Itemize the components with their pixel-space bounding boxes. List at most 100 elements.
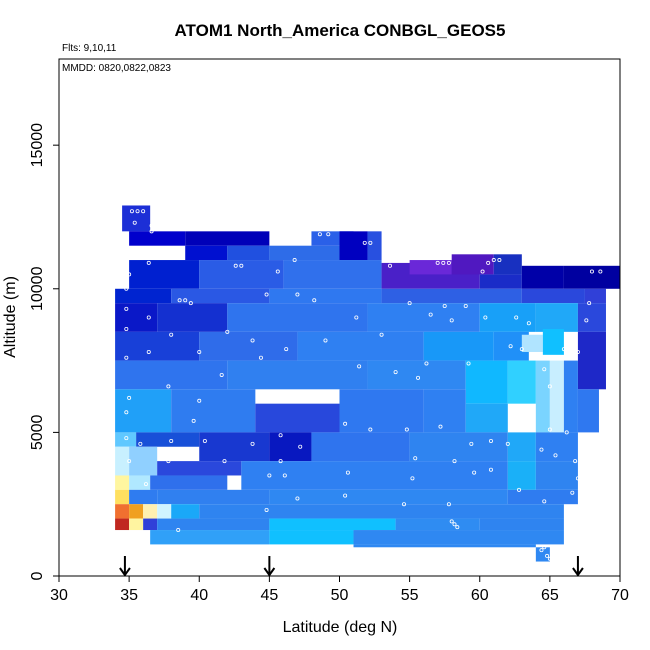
sample-point bbox=[514, 315, 519, 320]
sample-point bbox=[402, 502, 407, 507]
heatmap-cell bbox=[269, 288, 382, 304]
sample-point bbox=[570, 490, 575, 495]
sample-point bbox=[472, 470, 477, 475]
heatmap-cell bbox=[115, 489, 130, 505]
heatmap-cell bbox=[157, 303, 228, 332]
sample-point bbox=[176, 528, 181, 533]
sample-point bbox=[278, 433, 283, 438]
heatmap-cell bbox=[465, 403, 508, 433]
heatmap-cell bbox=[115, 288, 172, 304]
sample-point bbox=[553, 453, 558, 458]
sample-point bbox=[129, 209, 134, 214]
heatmap-cell bbox=[423, 331, 494, 361]
sample-point bbox=[547, 556, 552, 561]
sample-point bbox=[442, 304, 447, 309]
heatmap-cell bbox=[353, 544, 536, 548]
heatmap-cell bbox=[297, 331, 424, 361]
sample-point bbox=[233, 263, 238, 268]
heatmap-cell bbox=[409, 432, 508, 462]
y-tick-label: 0 bbox=[29, 571, 46, 580]
flight-arrow bbox=[572, 556, 584, 577]
heatmap-cell bbox=[185, 231, 270, 246]
sample-point bbox=[295, 292, 300, 297]
sample-point bbox=[166, 459, 171, 464]
sample-point bbox=[284, 347, 289, 352]
heatmap-cell bbox=[542, 328, 564, 355]
sample-point bbox=[141, 209, 146, 214]
sample-point bbox=[264, 292, 269, 297]
sample-point bbox=[545, 553, 550, 558]
sample-point bbox=[542, 499, 547, 504]
heatmap-cell bbox=[185, 245, 228, 261]
heatmap-cell bbox=[521, 334, 543, 352]
sample-point bbox=[149, 223, 154, 228]
sample-point bbox=[584, 318, 589, 323]
sample-point bbox=[188, 301, 193, 306]
heatmap-cell bbox=[521, 265, 564, 289]
y-tick-label: 10000 bbox=[29, 266, 46, 311]
sample-point bbox=[488, 467, 493, 472]
heatmap-cell bbox=[367, 303, 480, 332]
x-tick-label: 65 bbox=[541, 587, 559, 604]
heatmap-cell bbox=[115, 504, 130, 519]
heatmap-cell bbox=[269, 432, 312, 462]
heatmap-cell bbox=[535, 547, 550, 562]
sample-point bbox=[345, 470, 350, 475]
sample-point bbox=[127, 395, 132, 400]
heatmap-cell bbox=[199, 260, 284, 289]
sample-point bbox=[326, 232, 331, 237]
sample-point bbox=[292, 258, 297, 263]
heatmap-cell bbox=[367, 231, 382, 261]
sample-point bbox=[455, 525, 460, 530]
heatmap-cell bbox=[269, 245, 340, 261]
sample-point bbox=[587, 301, 592, 306]
sample-point bbox=[435, 260, 440, 265]
y-axis: 0 5000 10000 15000 bbox=[29, 59, 60, 580]
sample-point bbox=[466, 361, 471, 366]
sample-point bbox=[177, 298, 182, 303]
sample-point bbox=[488, 439, 493, 444]
heatmap-cell bbox=[493, 254, 522, 275]
sample-point bbox=[428, 312, 433, 317]
heatmap-cell bbox=[129, 446, 158, 476]
heatmap-cell bbox=[423, 389, 466, 433]
heatmap-cell bbox=[269, 530, 354, 545]
heatmap-cell bbox=[451, 254, 494, 275]
x-tick-label: 35 bbox=[120, 587, 138, 604]
sample-point bbox=[486, 260, 491, 265]
heatmap-cell bbox=[339, 231, 368, 261]
sample-point bbox=[449, 318, 454, 323]
heatmap-cell bbox=[535, 432, 578, 462]
sample-point bbox=[598, 269, 603, 274]
sample-point bbox=[441, 260, 446, 265]
heatmap-cell bbox=[479, 274, 522, 289]
heatmap-cell bbox=[199, 432, 270, 462]
heatmap-cell bbox=[577, 303, 606, 332]
sample-point bbox=[282, 473, 287, 478]
heatmap-cell bbox=[269, 518, 396, 531]
sample-point bbox=[169, 439, 174, 444]
sample-point bbox=[124, 326, 129, 331]
sample-point bbox=[222, 459, 227, 464]
sample-point bbox=[368, 240, 373, 245]
heatmap-cell bbox=[507, 432, 536, 462]
sample-point bbox=[191, 418, 196, 423]
sample-point bbox=[124, 355, 129, 360]
sample-point bbox=[561, 347, 566, 352]
heatmap-cell bbox=[367, 360, 466, 390]
heatmap-cell bbox=[353, 530, 564, 545]
heatmap-cell bbox=[311, 432, 410, 462]
heatmap-cell bbox=[129, 260, 200, 289]
heatmap-cell bbox=[479, 303, 536, 332]
sample-point bbox=[149, 229, 154, 234]
heatmap-cell bbox=[381, 288, 522, 304]
sample-point bbox=[250, 338, 255, 343]
heatmap-cell bbox=[563, 360, 578, 433]
date-annotation: MMDD: 0820,0822,0823 bbox=[62, 63, 171, 74]
sample-point bbox=[517, 487, 522, 492]
heatmap-cell bbox=[479, 518, 564, 531]
heatmap-cell bbox=[507, 461, 536, 490]
sample-point bbox=[387, 263, 392, 268]
sample-point bbox=[491, 258, 496, 263]
heatmap-cell bbox=[521, 288, 585, 304]
